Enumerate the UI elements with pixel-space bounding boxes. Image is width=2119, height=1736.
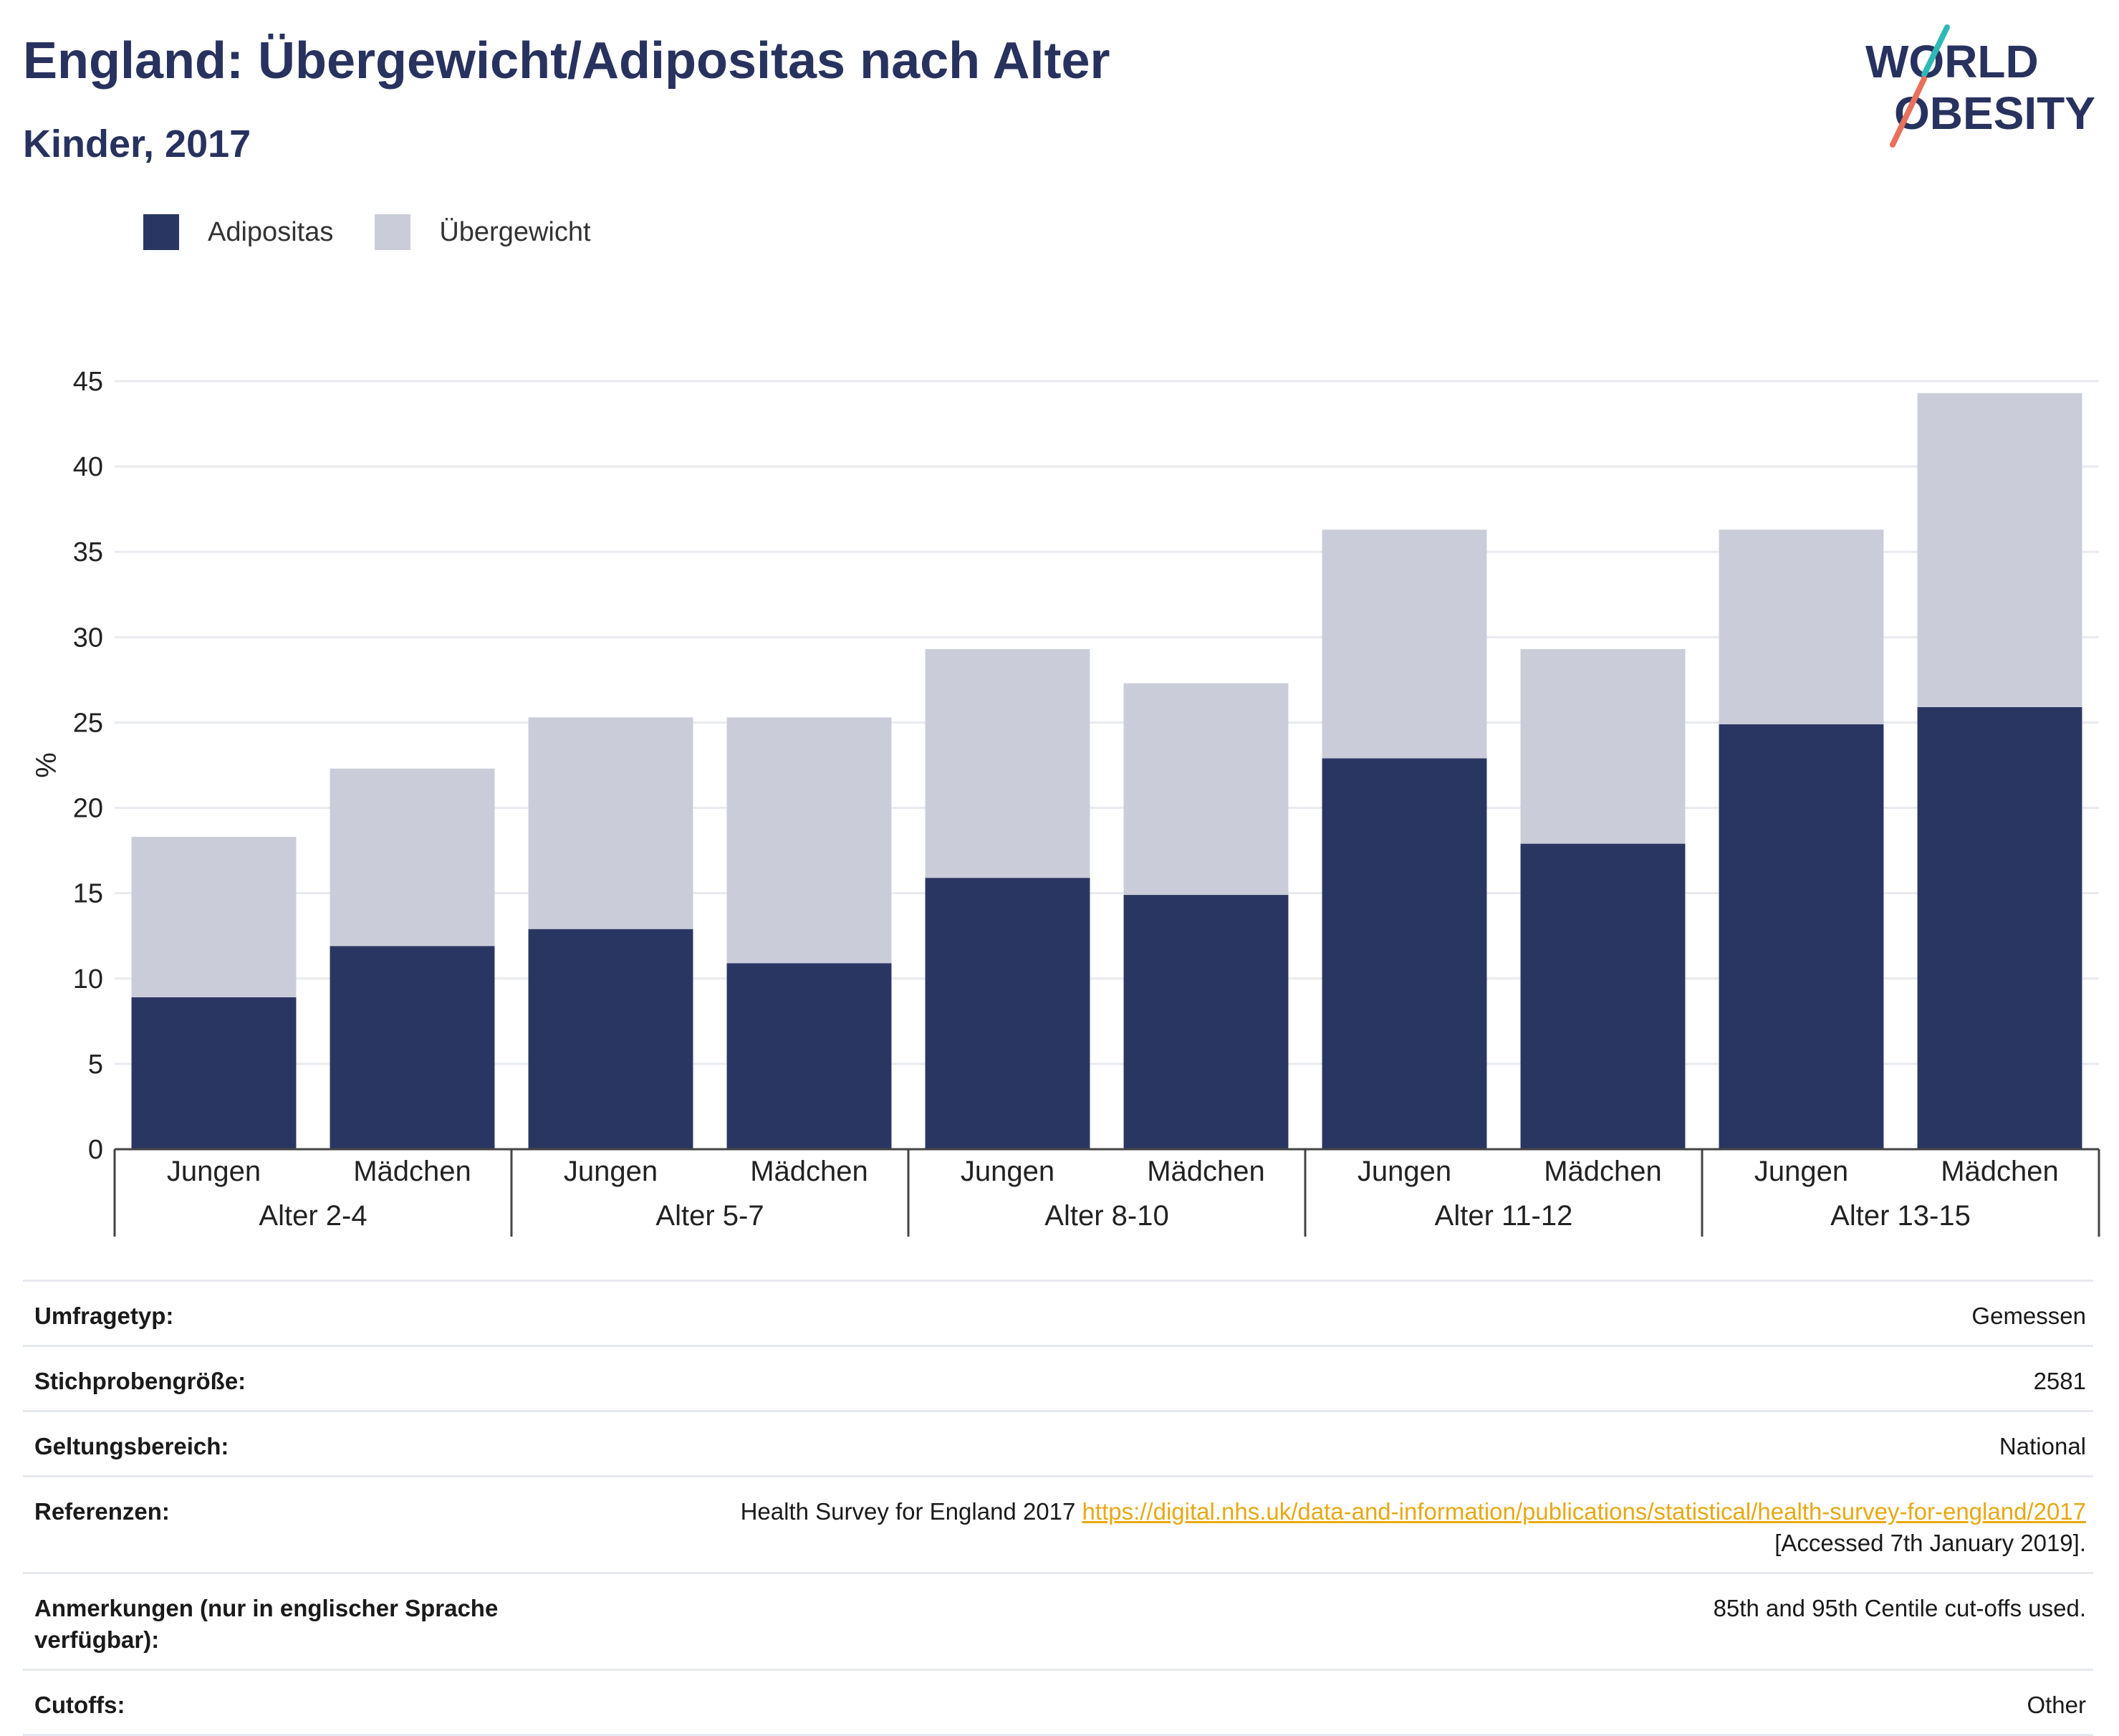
- x-tick-label: Jungen: [1358, 1156, 1451, 1187]
- group-label: Alter 11-12: [1435, 1200, 1573, 1232]
- y-tick-label: 40: [73, 452, 103, 482]
- x-tick-label: Mädchen: [1544, 1156, 1662, 1187]
- legend-swatch-adipositas: [143, 214, 179, 250]
- bar-adipositas: [528, 929, 693, 1149]
- info-label: Cutoffs:: [34, 1692, 125, 1718]
- svg-text:WORLD: WORLD: [1865, 36, 2039, 87]
- info-value: National: [1999, 1433, 2086, 1459]
- y-tick-label: 30: [73, 623, 103, 653]
- y-tick-label: 45: [73, 367, 103, 397]
- legend-item-adipositas: Adipositas: [143, 214, 333, 250]
- reference-accessed: [Accessed 7th January 2019].: [1774, 1530, 2086, 1556]
- bar-uebergewicht: [1520, 649, 1686, 844]
- bar-adipositas: [1123, 895, 1289, 1149]
- y-axis-label: %: [31, 752, 62, 778]
- page-subtitle: Kinder, 2017: [23, 123, 251, 166]
- bar-uebergewicht: [925, 649, 1090, 878]
- bar-uebergewicht: [330, 768, 495, 946]
- info-label: Geltungsbereich:: [34, 1433, 229, 1459]
- bar-uebergewicht: [1917, 393, 2082, 708]
- bar-adipositas: [1322, 758, 1487, 1149]
- info-row-scope: Geltungsbereich: National: [23, 1410, 2093, 1475]
- survey-info-table: Umfragetyp: Gemessen Stichprobengröße: 2…: [23, 1280, 2093, 1736]
- reference-link[interactable]: https://digital.nhs.uk/data-and-informat…: [1082, 1498, 2086, 1525]
- x-tick-label: Mädchen: [1941, 1156, 2059, 1187]
- world-obesity-logo: WORLD OBESITY: [1865, 24, 2095, 148]
- info-value: 85th and 95th Centile cut-offs used.: [1713, 1595, 2086, 1621]
- y-tick-label: 0: [88, 1135, 103, 1165]
- info-row-cutoffs: Cutoffs: Other: [23, 1669, 2093, 1736]
- y-tick-label: 35: [73, 537, 103, 567]
- info-value: Other: [2027, 1692, 2086, 1718]
- info-row-references: Referenzen: Health Survey for England 20…: [23, 1475, 2093, 1572]
- bar-adipositas: [726, 963, 892, 1149]
- x-tick-label: Jungen: [961, 1156, 1054, 1187]
- bar-adipositas: [1520, 843, 1686, 1149]
- stacked-bar-chart: 0 5 10 15 20 25 30 35 40 45% Jungen Mädchen Jungen Mä…: [31, 367, 2100, 1237]
- legend-item-uebergewicht: Übergewicht: [375, 214, 591, 250]
- group-label: Alter 8-10: [1044, 1200, 1168, 1232]
- y-tick-label: 5: [88, 1050, 103, 1080]
- reference-text: Health Survey for England 2017: [740, 1498, 1076, 1525]
- y-tick-label: 20: [73, 794, 103, 824]
- info-value: Gemessen: [1971, 1303, 2086, 1329]
- legend-swatch-uebergewicht: [375, 214, 411, 250]
- info-value: 2581: [2033, 1368, 2086, 1394]
- group-label: Alter 2-4: [259, 1200, 367, 1232]
- x-tick-label: Jungen: [167, 1156, 261, 1187]
- bar-uebergewicht: [726, 717, 892, 964]
- bar-adipositas: [330, 946, 495, 1149]
- bar-uebergewicht: [1719, 529, 1884, 724]
- bar-uebergewicht: [1123, 683, 1289, 896]
- x-tick-label: Mädchen: [1147, 1156, 1265, 1187]
- info-row-survey-type: Umfragetyp: Gemessen: [23, 1280, 2093, 1345]
- bar-adipositas: [1917, 707, 2082, 1149]
- bar-uebergewicht: [1322, 529, 1487, 759]
- x-tick-label: Mädchen: [353, 1156, 471, 1187]
- info-label: Anmerkungen (nur in englischer Sprache v…: [34, 1595, 499, 1653]
- x-tick-label: Jungen: [1754, 1156, 1848, 1187]
- page-title: England: Übergewicht/Adipositas nach Alt…: [23, 32, 1110, 90]
- svg-text:OBESITY: OBESITY: [1894, 87, 2095, 139]
- chart-legend: Adipositas Übergewicht: [143, 212, 633, 252]
- info-label: Referenzen:: [34, 1498, 170, 1525]
- legend-label-uebergewicht: Übergewicht: [439, 216, 591, 247]
- y-tick-label: 10: [73, 964, 103, 994]
- references-value: Health Survey for England 2017 https://d…: [741, 1496, 2086, 1559]
- bar-adipositas: [1719, 724, 1884, 1149]
- bar-uebergewicht: [131, 837, 297, 997]
- info-label: Umfragetyp:: [34, 1303, 174, 1329]
- legend-label-adipositas: Adipositas: [208, 216, 334, 247]
- info-row-notes: Anmerkungen (nur in englischer Sprache v…: [23, 1572, 2093, 1669]
- y-tick-label: 15: [73, 879, 103, 909]
- bar-adipositas: [925, 878, 1090, 1149]
- group-label: Alter 5-7: [655, 1200, 764, 1232]
- info-label: Stichprobengröße:: [34, 1368, 246, 1394]
- bar-uebergewicht: [528, 717, 693, 929]
- x-tick-label: Mädchen: [750, 1156, 868, 1187]
- group-label: Alter 13-15: [1830, 1200, 1971, 1232]
- x-tick-label: Jungen: [564, 1156, 658, 1187]
- y-tick-label: 25: [73, 708, 103, 738]
- bar-adipositas: [131, 997, 297, 1149]
- info-row-sample-size: Stichprobengröße: 2581: [23, 1345, 2093, 1410]
